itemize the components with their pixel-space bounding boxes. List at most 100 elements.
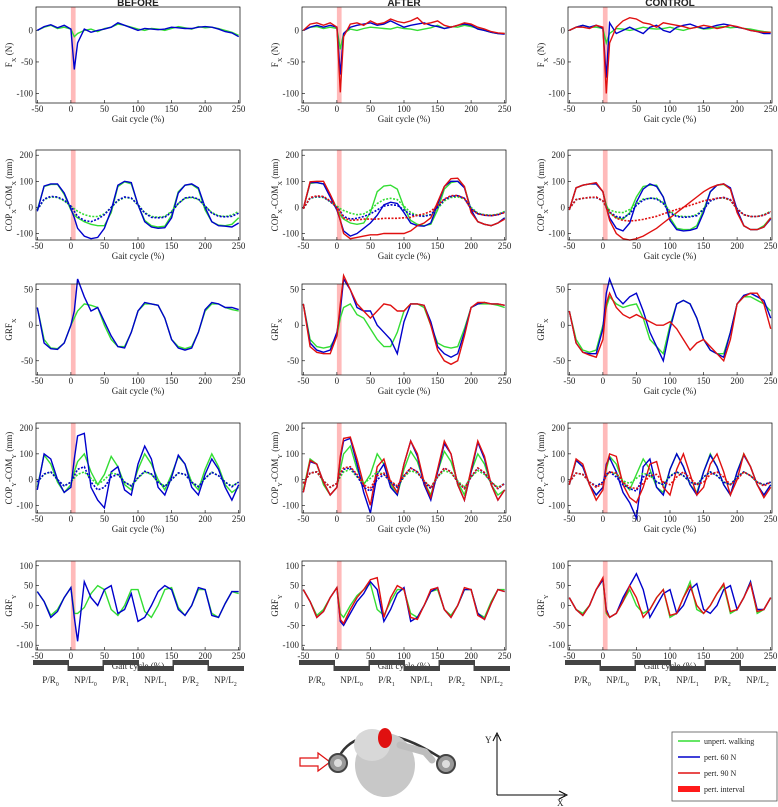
- phase-label: P/R0: [308, 675, 325, 688]
- y-tick-label: -50: [553, 57, 565, 67]
- x-tick-label: 100: [663, 651, 677, 661]
- phase-bar: [138, 666, 174, 671]
- x-tick-label: -50: [563, 514, 575, 524]
- label-part: 2: [728, 682, 731, 688]
- y-tick-label: -50: [553, 356, 565, 366]
- x-tick-label: -50: [563, 651, 575, 661]
- phase-label: P/R0: [42, 675, 59, 688]
- label-part: NP/L: [340, 675, 360, 685]
- panel: -100 0 100 200 -50 0 50 100 150 200 250 Gait cycle …: [536, 149, 778, 261]
- panel: -100 -50 0 -50 0 50 100 150 200 250 Gait cycle (%)…: [270, 0, 512, 124]
- y-tick-label: 0: [295, 601, 300, 611]
- y-axis-title: FX (N): [4, 43, 18, 67]
- legend-label: pert. interval: [704, 785, 746, 794]
- y-tick-label: 0: [29, 320, 34, 330]
- panel: -100 0 100 200 -50 0 50 100 150 200 250 Gait cycle …: [4, 422, 246, 534]
- y-tick-label: -100: [17, 89, 34, 99]
- plot-frame: [567, 283, 773, 376]
- legend-label: unpert. walking: [704, 737, 754, 746]
- x-tick-label: 250: [498, 241, 512, 251]
- plot-frame: [301, 283, 507, 376]
- y-tick-label: 50: [24, 285, 34, 295]
- label-part: 1: [430, 682, 433, 688]
- x-tick-label: 50: [632, 376, 642, 386]
- x-tick-label: 50: [366, 376, 376, 386]
- label-part: GRF: [536, 599, 546, 617]
- label-part: -COM: [270, 186, 280, 210]
- x-tick-label: 0: [335, 104, 340, 114]
- plot-frame: [35, 149, 241, 241]
- legend: unpert. walking pert. 60 N pert. 90 N pert.…: [671, 731, 778, 802]
- y-tick-label: 200: [20, 423, 34, 433]
- phase-bar: [600, 666, 636, 671]
- label-part: P/R: [182, 675, 196, 685]
- label-part: (mm): [270, 432, 280, 454]
- dotted-line: [302, 465, 506, 490]
- x-tick-label: 250: [232, 241, 246, 251]
- phase-bar: [173, 660, 209, 665]
- wheel-hub: [442, 760, 450, 768]
- x-tick-label: 150: [431, 514, 445, 524]
- column-title: BEFORE: [117, 0, 159, 9]
- y-tick-label: 200: [20, 150, 34, 160]
- x-tick-label: 50: [100, 376, 110, 386]
- x-tick-label: 250: [498, 104, 512, 114]
- label-part: (N): [4, 43, 14, 58]
- y-tick-label: -100: [17, 228, 34, 238]
- dotted-line: [36, 195, 240, 223]
- y-tick-label: -100: [549, 228, 566, 238]
- dotted-line: [568, 196, 772, 219]
- label-part: X: [277, 209, 284, 214]
- x-tick-label: 0: [69, 241, 74, 251]
- label-part: X: [11, 209, 18, 214]
- label-part: (N): [270, 43, 280, 58]
- x-tick-label: 150: [165, 104, 179, 114]
- phase-label: NP/L0: [74, 675, 97, 688]
- phase-step: [207, 660, 209, 671]
- phase-label: NP/L2: [746, 675, 769, 688]
- label-part: X: [277, 318, 284, 323]
- x-axis-title: Gait cycle (%): [378, 251, 430, 261]
- x-tick-label: 150: [165, 651, 179, 661]
- x-tick-label: 50: [366, 514, 376, 524]
- phase-bar: [740, 666, 776, 671]
- label-part: 0: [56, 682, 59, 688]
- dotted-line: [302, 194, 505, 220]
- label-part: (N): [536, 43, 546, 58]
- label-part: P/R: [112, 675, 126, 685]
- line: [36, 578, 239, 642]
- label-part: X: [543, 181, 550, 186]
- y-axis-title: COPX-COMX (mm): [4, 159, 18, 232]
- x-tick-label: -50: [563, 241, 575, 251]
- x-tick-label: 0: [335, 651, 340, 661]
- y-tick-label: -100: [549, 500, 566, 510]
- line: [569, 16, 771, 94]
- x-tick-label: -50: [563, 376, 575, 386]
- x-axis-title: Gait cycle (%): [378, 386, 430, 396]
- x-tick-label: 200: [730, 241, 744, 251]
- panel: -50 0 50 -50 0 50 100 150 200 250 Gait cycle (%) GR…: [270, 272, 512, 396]
- perturbation-interval: [602, 284, 608, 375]
- phase-step: [172, 660, 174, 671]
- x-tick-label: 200: [464, 651, 478, 661]
- arrow-head: [558, 790, 569, 800]
- x-tick-label: 200: [730, 514, 744, 524]
- x-tick-label: 50: [632, 241, 642, 251]
- label-part: NP/L: [606, 675, 626, 685]
- label-part: X: [11, 57, 18, 62]
- phase-label: P/R1: [378, 675, 395, 688]
- label-part: (mm): [4, 432, 14, 454]
- phase-bar: [404, 666, 440, 671]
- gait-phases: P/R0 NP/L0 P/R1 NP/L1 P/R2 NP/L2: [33, 660, 244, 688]
- y-axis-title: COPY-COMY (mm): [270, 432, 284, 505]
- line: [36, 452, 240, 494]
- x-tick-label: 50: [632, 651, 642, 661]
- label-part: 0: [94, 682, 97, 688]
- x-tick-label: 250: [232, 104, 246, 114]
- y-tick-label: -50: [287, 356, 299, 366]
- x-tick-label: 100: [131, 241, 145, 251]
- phase-label: NP/L2: [214, 675, 237, 688]
- plot-frame: [567, 560, 773, 651]
